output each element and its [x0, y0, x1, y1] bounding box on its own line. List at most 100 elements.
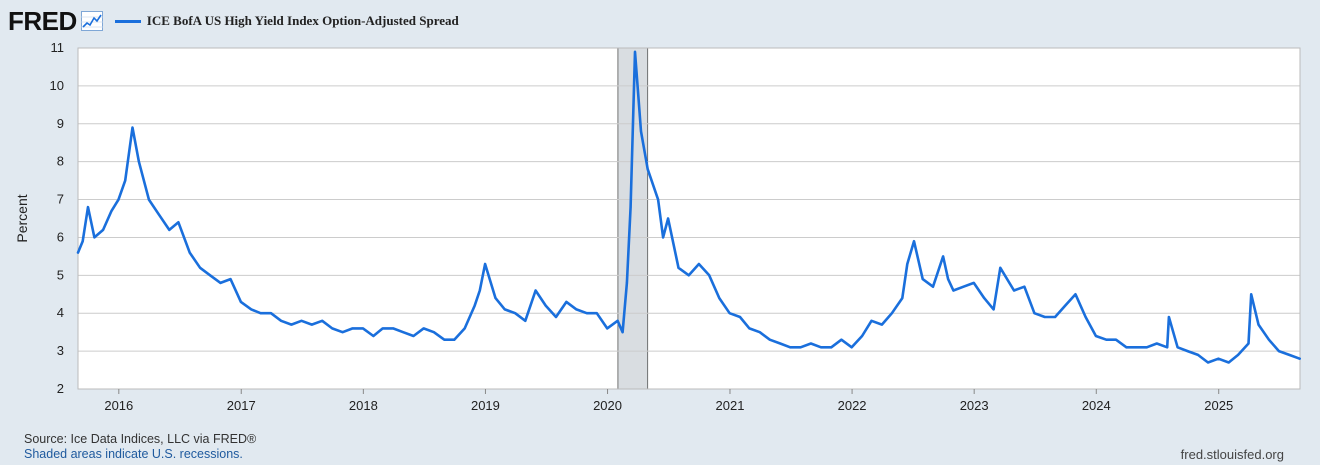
x-tick-label: 2021 — [716, 398, 745, 413]
data-point — [331, 327, 334, 330]
data-point — [906, 263, 909, 265]
data-point — [1145, 346, 1148, 349]
y-tick-label: 3 — [57, 343, 64, 358]
line-chart-icon — [80, 11, 103, 31]
data-point — [880, 323, 883, 326]
data-point — [830, 346, 833, 349]
data-point — [494, 297, 497, 299]
data-point — [158, 213, 160, 216]
data-point — [478, 289, 481, 292]
data-point — [209, 274, 212, 277]
data-point — [259, 312, 262, 315]
data-point — [1115, 338, 1117, 341]
x-tick-label: 2022 — [838, 398, 867, 413]
data-point — [381, 327, 384, 330]
data-point — [667, 217, 669, 220]
data-point — [280, 319, 282, 322]
x-tick-label: 2020 — [593, 398, 622, 413]
data-point — [1084, 316, 1087, 318]
data-point — [555, 316, 557, 318]
data-point — [748, 327, 751, 330]
y-tick-label: 9 — [57, 116, 64, 131]
data-point — [199, 266, 201, 269]
data-point — [616, 319, 619, 322]
source-text: Source: Ice Data Indices, LLC via FRED® — [24, 432, 257, 446]
data-point — [124, 179, 127, 182]
data-point — [640, 130, 642, 133]
data-point — [677, 266, 680, 269]
data-point — [575, 308, 578, 311]
data-point — [662, 236, 664, 239]
data-point — [1197, 354, 1199, 356]
data-point — [890, 312, 893, 315]
data-point — [999, 266, 1002, 269]
data-point — [962, 285, 965, 288]
data-point — [443, 338, 446, 341]
y-tick-label: 4 — [57, 305, 64, 320]
data-point — [1167, 316, 1170, 318]
data-point — [321, 319, 324, 322]
data-point — [514, 312, 517, 315]
recession-note: Shaded areas indicate U.S. recessions. — [24, 447, 243, 461]
data-point — [412, 335, 415, 337]
data-point — [972, 282, 975, 284]
x-tick-label: 2019 — [471, 398, 500, 413]
data-point — [463, 327, 466, 330]
data-point — [102, 228, 104, 231]
data-point — [728, 312, 731, 315]
data-point — [810, 342, 812, 345]
y-tick-label: 2 — [57, 381, 64, 396]
data-point — [621, 331, 624, 334]
fred-logo[interactable]: FRED — [8, 6, 77, 36]
data-point — [629, 206, 632, 209]
data-point — [861, 335, 864, 337]
data-point — [524, 319, 527, 322]
data-point — [1023, 285, 1026, 288]
data-point — [1135, 346, 1138, 349]
data-point — [131, 126, 134, 129]
y-tick-label: 8 — [57, 154, 64, 169]
data-point — [646, 168, 649, 171]
data-point — [300, 319, 303, 322]
data-point — [1074, 293, 1077, 296]
data-point — [739, 316, 741, 318]
data-point — [544, 304, 547, 307]
data-point — [626, 282, 628, 284]
plot-area — [78, 48, 1300, 389]
x-tick-label: 2025 — [1204, 398, 1233, 413]
data-point — [870, 319, 873, 322]
data-point — [913, 240, 915, 243]
legend-swatch — [114, 19, 141, 23]
site-url[interactable]: fred.stlouisfed.org — [1180, 447, 1284, 462]
data-point — [947, 278, 949, 281]
data-point — [768, 338, 771, 341]
data-point — [1250, 293, 1253, 296]
data-point — [290, 323, 293, 326]
data-point — [81, 240, 84, 243]
data-point — [188, 251, 191, 254]
data-point — [270, 312, 272, 315]
data-point — [77, 251, 79, 254]
data-point — [983, 297, 986, 299]
chart-footer: Source: Ice Data Indices, LLC via FRED® … — [24, 432, 256, 462]
data-point — [606, 327, 609, 330]
data-point — [1298, 357, 1301, 360]
x-tick-label: 2017 — [227, 398, 256, 413]
legend-label: ICE BofA US High Yield Index Option-Adju… — [146, 13, 459, 28]
data-point — [952, 289, 955, 292]
data-point — [117, 198, 120, 201]
data-point — [1186, 350, 1189, 353]
data-point — [87, 206, 89, 209]
plot-border — [77, 47, 1301, 390]
data-point — [372, 335, 375, 337]
data-point — [850, 346, 853, 349]
data-point — [177, 221, 180, 224]
data-point — [1288, 354, 1291, 356]
data-point — [1155, 342, 1158, 345]
data-point — [1217, 357, 1220, 360]
data-point — [901, 297, 904, 299]
data-point — [1166, 346, 1169, 349]
y-tick-label: 6 — [57, 229, 64, 244]
data-point — [250, 308, 253, 311]
